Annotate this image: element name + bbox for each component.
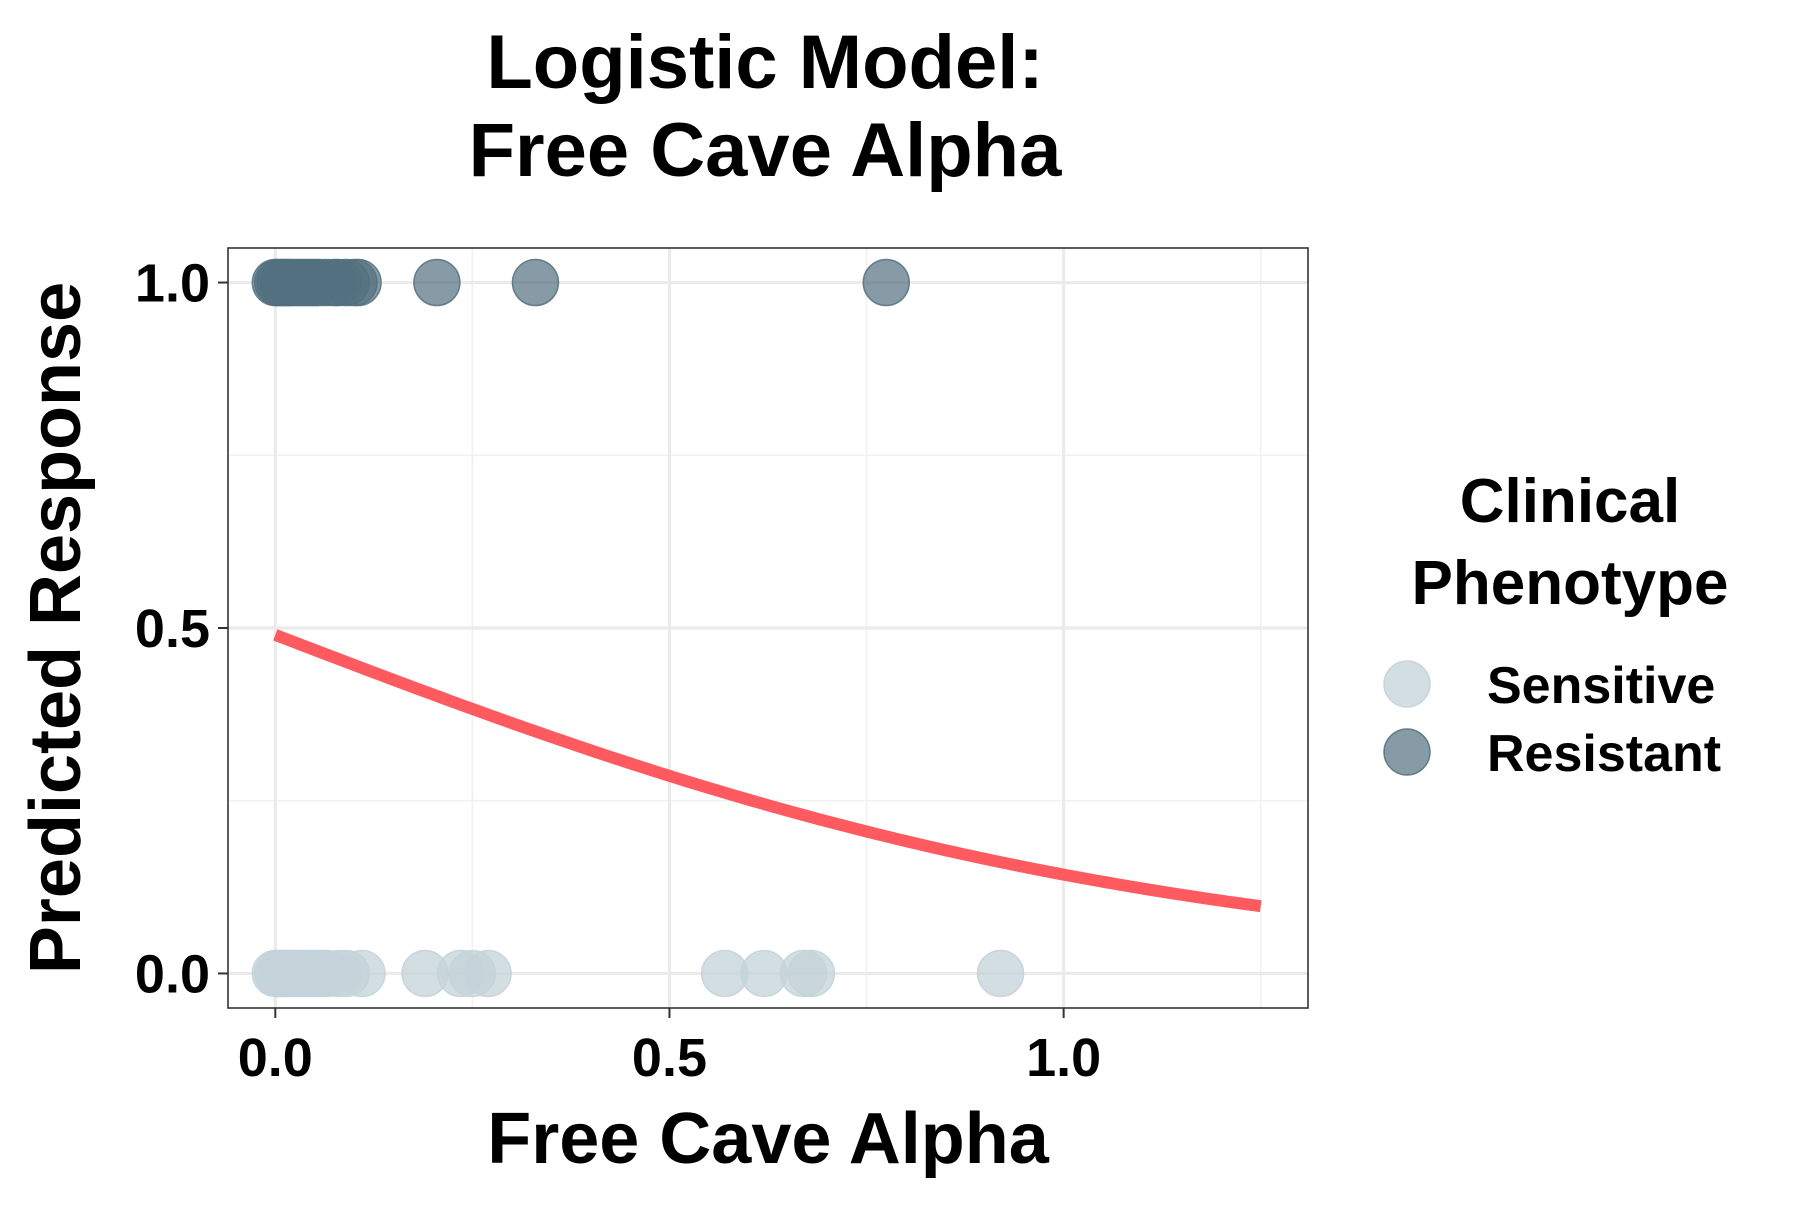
point-resistant-20	[413, 258, 461, 307]
x-axis-label: Free Cave Alpha	[487, 1099, 1050, 1179]
legend-title-line-2: Phenotype	[1412, 549, 1729, 618]
legend-entries: Sensitive Resistant	[1383, 657, 1721, 783]
x-tick-label-1: 0.5	[632, 1028, 707, 1088]
legend-label-sensitive: Sensitive	[1487, 657, 1715, 715]
point-resistant-22	[862, 258, 910, 307]
point-sensitive-18	[338, 949, 386, 998]
point-sensitive-26	[787, 949, 836, 998]
legend: Clinical Phenotype Sensitive Resistant	[1383, 467, 1729, 783]
point-sensitive-22	[464, 949, 512, 998]
x-tick-label-2: 1.0	[1026, 1028, 1101, 1088]
y-tick-label-0: 0.0	[135, 944, 210, 1004]
point-resistant-19	[334, 258, 382, 307]
fit-curve-line	[273, 629, 1262, 913]
chart-title-line-2: Free Cave Alpha	[469, 108, 1062, 193]
legend-key-resistant	[1383, 728, 1431, 776]
fit-curve-layer	[273, 629, 1262, 913]
points-layer	[251, 258, 1025, 998]
legend-title-line-1: Clinical	[1460, 467, 1681, 536]
point-resistant-21	[511, 258, 560, 307]
x-tick-label-0: 0.0	[238, 1028, 313, 1088]
y-axis-label: Predicted Response	[16, 282, 96, 974]
y-tick-label-1: 0.5	[135, 599, 210, 659]
axes: 0.0 0.5 1.0 0.0 0.5 1.0	[135, 254, 1101, 1088]
legend-key-sensitive	[1383, 660, 1431, 708]
chart-title: Logistic Model: Free Cave Alpha	[469, 20, 1062, 193]
y-tick-label-2: 1.0	[135, 254, 210, 314]
chart-title-line-1: Logistic Model:	[486, 20, 1043, 105]
legend-label-resistant: Resistant	[1487, 725, 1721, 783]
point-sensitive-27	[976, 949, 1025, 998]
